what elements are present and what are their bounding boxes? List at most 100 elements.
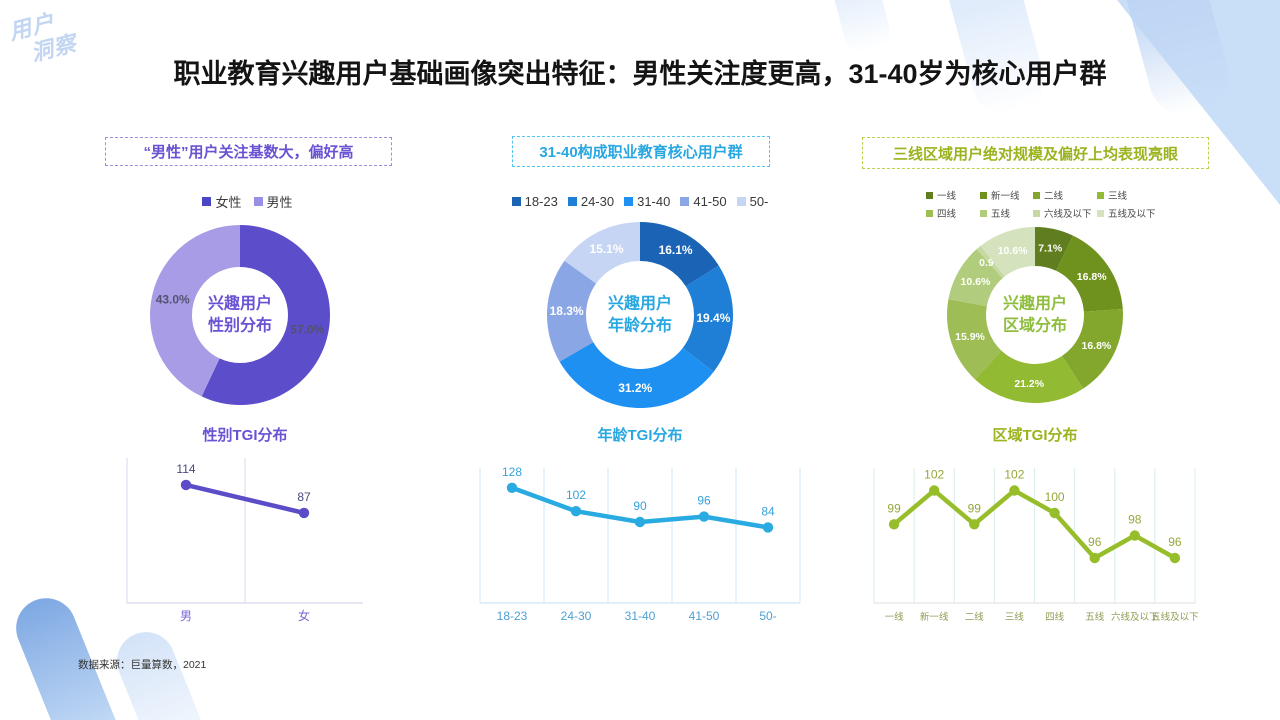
donut-slice-label: 43.0% [156,292,190,306]
legend-swatch [1097,191,1104,199]
data-point [762,522,774,533]
panel-header-age-label: 31-40构成职业教育核心用户群 [539,144,743,161]
age-legend: 18-23 24-30 31-40 41-50 50- [460,194,820,209]
data-point [506,482,518,493]
value-label: 102 [1004,468,1024,482]
data-point [180,479,192,491]
category-label: 新一线 [920,611,949,623]
donut-slice [547,260,597,362]
legend-item: 一线 [926,188,980,202]
gender-tgi-title: 性别TGI分布 [202,427,288,444]
data-point [969,519,980,530]
value-label: 99 [968,501,982,515]
donut-slice-label: 15.1% [589,242,623,256]
legend-swatch [736,197,746,206]
legend-swatch [980,209,987,217]
data-point [570,506,582,517]
gender-donut-center-label: 兴趣用户 性别分布 [207,295,273,334]
donut-slice [1056,235,1123,312]
category-label: 二线 [965,611,985,623]
legend-label: 二线 [1044,191,1064,202]
page-title: 职业教育兴趣用户基础画像突出特征：男性关注度更高，31-40岁为核心用户群 [173,59,1107,89]
legend-swatch [680,197,690,206]
value-label: 102 [566,488,586,502]
donut-slice-label: 18.3% [550,304,584,318]
category-label: 一线 [885,611,905,623]
value-label: 90 [633,499,647,513]
age-tgi-chart: 128 18-23 102 24-30 90 31-40 96 41-50 84 50- [479,465,801,623]
legend-item: 41-50 [680,194,727,209]
source-note: 数据来源：巨量算数，2021 [78,659,207,671]
panel-header-region-label: 三线区域用户绝对规模及偏好上均表现亮眼 [892,145,1178,163]
category-label: 18-23 [497,609,528,623]
donut-slice-label: 31.2% [618,381,652,395]
legend-item: 31-40 [624,194,670,209]
region-tgi-title: 区域TGI分布 [992,427,1078,444]
legend-label: 一线 [937,191,957,202]
legend-swatch [1033,209,1040,217]
data-point [1049,507,1060,519]
legend-swatch [567,197,577,206]
legend-item: 五线 [980,206,1033,220]
value-label: 96 [697,494,711,508]
legend-swatch [1033,191,1040,199]
value-label: 84 [761,504,775,518]
gender-tgi-chart: 114 男 87 女 [126,458,363,623]
value-label: 87 [297,490,311,504]
legend-swatch [980,191,987,199]
donut-slice-label: 15.9% [955,331,985,343]
value-label: 102 [924,468,944,482]
legend-swatch [624,197,634,206]
value-label: 96 [1088,535,1102,549]
legend-label: 24-30 [580,194,615,209]
legend-item: 三线 [1097,188,1161,202]
age-donut-center-label: 兴趣用户 年龄分布 [607,295,673,334]
donut-slice-label: 16.8% [1077,271,1107,283]
donut-slice-label: 16.8% [1082,340,1112,352]
legend-label: 41-50 [693,194,727,209]
donut-slice [150,225,240,397]
gender-donut-chart: 57.0% 43.0% [150,225,331,405]
legend-label: 三线 [1108,191,1128,202]
value-label: 98 [1128,513,1142,527]
category-label: 四线 [1045,611,1065,623]
region-legend: 一线 新一线 二线 三线 四线 五线 六线及以下 五线及以下 [926,188,1161,220]
panel-header-gender: “男性”用户关注基数大，偏好高 [105,137,392,166]
legend-label: 五线及以下 [1108,209,1156,220]
data-point [1009,485,1020,496]
tgi-line [183,482,307,516]
donut-slice-label: 10.6% [998,245,1028,257]
legend-item: 五线及以下 [1097,206,1161,220]
donut-slice [682,265,733,372]
value-label: 100 [1045,490,1065,504]
legend-swatch [253,197,263,206]
legend-item: 50- [736,194,769,209]
tgi-line [891,488,1178,561]
donut-slice [559,342,714,408]
stripe-decoration-top-right-3 [827,0,895,60]
legend-item: 四线 [926,206,980,220]
category-label: 50- [759,609,776,623]
category-label: 24-30 [561,609,592,623]
legend-swatch [511,197,521,206]
category-label: 三线 [1005,611,1025,623]
legend-label: 18-23 [524,194,558,209]
legend-label: 50- [749,194,769,209]
donut-slice-label: 10.6% [961,276,991,288]
value-label: 128 [502,465,522,479]
donut-slice [976,245,1005,279]
legend-label: 六线及以下 [1044,209,1092,220]
value-label: 99 [887,501,901,515]
donut-slice [564,222,640,284]
data-point [1129,530,1141,541]
donut-slice [1061,309,1124,389]
donut-slice [974,350,1084,403]
legend-label: 五线 [991,209,1011,220]
donut-slice-label: 19.4% [696,311,730,325]
legend-swatch [926,191,933,199]
category-label: 女 [298,608,310,623]
data-point [1089,552,1100,564]
legend-item: 24-30 [567,194,615,209]
age-tgi-title: 年龄TGI分布 [597,427,683,444]
region-donut-center-label: 兴趣用户 区域分布 [1002,295,1068,334]
